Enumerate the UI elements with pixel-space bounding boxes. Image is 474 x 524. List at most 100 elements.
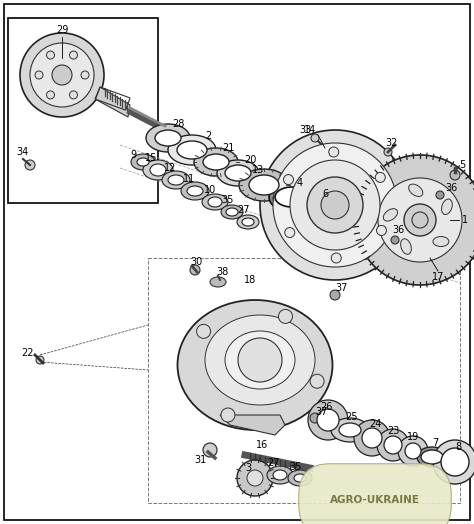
Ellipse shape bbox=[239, 169, 289, 201]
Ellipse shape bbox=[168, 135, 216, 165]
Text: 35: 35 bbox=[222, 195, 234, 205]
Ellipse shape bbox=[275, 187, 309, 207]
Text: 2: 2 bbox=[205, 131, 211, 141]
Text: 14: 14 bbox=[304, 125, 316, 135]
Circle shape bbox=[412, 212, 428, 228]
Ellipse shape bbox=[294, 474, 306, 482]
Circle shape bbox=[355, 155, 474, 285]
Text: 11: 11 bbox=[183, 174, 195, 184]
Circle shape bbox=[36, 356, 44, 364]
Text: 3: 3 bbox=[245, 463, 251, 473]
Circle shape bbox=[278, 309, 292, 323]
Text: 34: 34 bbox=[16, 147, 28, 157]
Circle shape bbox=[310, 374, 324, 388]
Text: 27: 27 bbox=[238, 205, 250, 215]
Ellipse shape bbox=[225, 331, 295, 389]
Text: 38: 38 bbox=[216, 267, 228, 277]
Ellipse shape bbox=[226, 208, 238, 216]
Ellipse shape bbox=[269, 182, 315, 212]
Circle shape bbox=[377, 429, 409, 461]
Circle shape bbox=[285, 227, 295, 237]
Circle shape bbox=[384, 436, 402, 454]
Text: 13: 13 bbox=[252, 165, 264, 175]
Bar bbox=[96, 87, 130, 110]
Ellipse shape bbox=[217, 160, 259, 186]
Ellipse shape bbox=[210, 277, 226, 287]
Text: 8: 8 bbox=[455, 442, 461, 452]
Ellipse shape bbox=[383, 209, 398, 221]
Text: 7: 7 bbox=[432, 438, 438, 448]
Circle shape bbox=[290, 160, 380, 250]
Text: 21: 21 bbox=[222, 143, 234, 153]
Ellipse shape bbox=[421, 450, 443, 464]
Circle shape bbox=[221, 408, 235, 422]
Ellipse shape bbox=[177, 300, 332, 430]
Text: 36: 36 bbox=[445, 183, 457, 193]
Text: 19: 19 bbox=[407, 432, 419, 442]
Circle shape bbox=[362, 428, 382, 448]
Ellipse shape bbox=[187, 186, 203, 196]
Text: 9: 9 bbox=[130, 150, 136, 160]
Text: 22: 22 bbox=[22, 348, 34, 358]
Ellipse shape bbox=[131, 154, 155, 170]
Text: 35: 35 bbox=[290, 462, 302, 472]
Text: 24: 24 bbox=[369, 419, 381, 429]
Text: 25: 25 bbox=[346, 412, 358, 422]
Ellipse shape bbox=[155, 130, 181, 146]
Text: 20: 20 bbox=[244, 155, 256, 165]
Ellipse shape bbox=[177, 141, 207, 159]
Polygon shape bbox=[95, 87, 130, 117]
Circle shape bbox=[376, 225, 386, 235]
Text: 4: 4 bbox=[297, 178, 303, 188]
Circle shape bbox=[273, 143, 397, 267]
Ellipse shape bbox=[433, 236, 449, 246]
Ellipse shape bbox=[202, 194, 228, 210]
Text: 37: 37 bbox=[336, 283, 348, 293]
Ellipse shape bbox=[146, 124, 190, 152]
Circle shape bbox=[375, 172, 385, 182]
Ellipse shape bbox=[409, 184, 423, 196]
Text: 28: 28 bbox=[172, 119, 184, 129]
Circle shape bbox=[20, 33, 104, 117]
Text: 6: 6 bbox=[322, 189, 328, 199]
Circle shape bbox=[384, 148, 392, 156]
Circle shape bbox=[311, 134, 319, 142]
Circle shape bbox=[190, 265, 200, 275]
Circle shape bbox=[321, 191, 349, 219]
Circle shape bbox=[70, 51, 78, 59]
Text: 29: 29 bbox=[56, 25, 68, 35]
Ellipse shape bbox=[273, 470, 287, 480]
Circle shape bbox=[404, 204, 436, 236]
Text: 27: 27 bbox=[268, 458, 280, 468]
Circle shape bbox=[238, 338, 282, 382]
Circle shape bbox=[46, 91, 55, 99]
Text: 32: 32 bbox=[386, 138, 398, 148]
Circle shape bbox=[35, 71, 43, 79]
Ellipse shape bbox=[331, 418, 369, 442]
Circle shape bbox=[433, 440, 474, 484]
Circle shape bbox=[398, 436, 428, 466]
Text: 16: 16 bbox=[256, 440, 268, 450]
Bar bbox=[8, 18, 158, 203]
Circle shape bbox=[441, 448, 469, 476]
Text: 26: 26 bbox=[320, 402, 332, 412]
Ellipse shape bbox=[221, 205, 243, 219]
Text: 15: 15 bbox=[145, 153, 157, 163]
Text: 30: 30 bbox=[190, 257, 202, 267]
Text: 37: 37 bbox=[316, 407, 328, 417]
Circle shape bbox=[203, 443, 217, 457]
Circle shape bbox=[197, 324, 210, 339]
Text: 10: 10 bbox=[204, 185, 216, 195]
Circle shape bbox=[247, 470, 263, 486]
Ellipse shape bbox=[288, 470, 312, 486]
Ellipse shape bbox=[143, 160, 173, 180]
Circle shape bbox=[260, 130, 410, 280]
Ellipse shape bbox=[205, 315, 315, 405]
Ellipse shape bbox=[137, 158, 149, 166]
Ellipse shape bbox=[267, 466, 293, 484]
Circle shape bbox=[25, 160, 35, 170]
Circle shape bbox=[308, 400, 348, 440]
Polygon shape bbox=[220, 415, 285, 435]
Ellipse shape bbox=[237, 215, 259, 229]
Text: 12: 12 bbox=[164, 163, 176, 173]
